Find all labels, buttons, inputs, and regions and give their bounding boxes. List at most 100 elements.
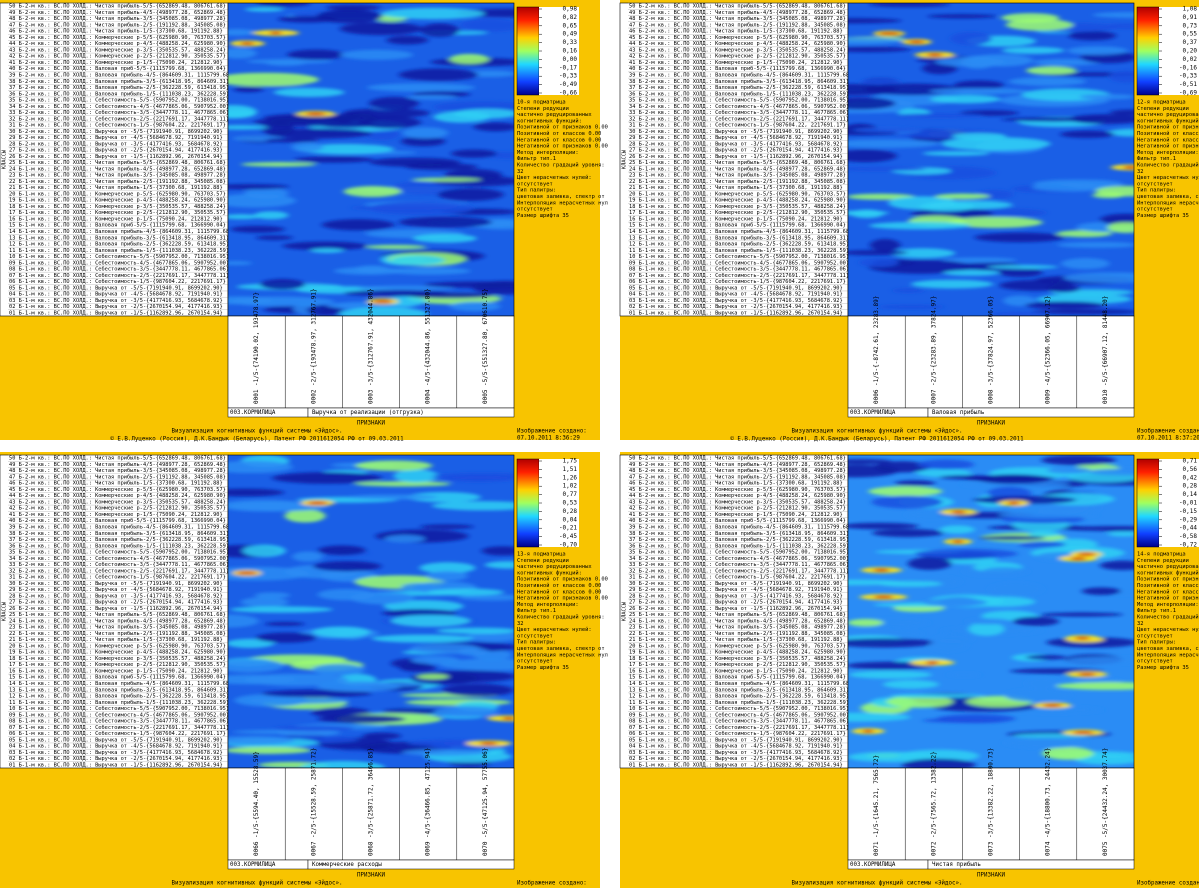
info-line: Фильтр тип.1 [517, 608, 556, 614]
class-label: 15 Б-1-м кв.: ВС.ПО ХОЛД.: Валовая приб-… [9, 222, 226, 229]
class-label: 01 Б-1-м кв.: ВС.ПО ХОЛД.: Выручка от -1… [629, 762, 843, 768]
class-label: 47 Б-2-м кв.: ВС.ПО ХОЛД.: Чистая прибыл… [629, 473, 846, 480]
heatmap-blob [1060, 131, 1114, 138]
heatmap-blob [367, 83, 475, 91]
heatmap-blob [399, 68, 478, 81]
colorbar [1137, 7, 1159, 95]
class-label: 01 Б-1-м кв.: ВС.ПО ХОЛД.: Выручка от -1… [9, 762, 223, 768]
class-label: 44 Б-2-м кв.: ВС.ПО ХОЛД.: Коммерческие … [9, 41, 226, 47]
info-line: Количество градаций уровня: [517, 163, 605, 169]
heatmap-blob [1004, 738, 1087, 748]
feature-label: 0010 -5/5-{66907.12, 81448.20} [1102, 296, 1109, 404]
heatmap-blob [919, 202, 974, 212]
heatmap-blob [344, 290, 449, 296]
class-label: 45 Б-2-м кв.: ВС.ПО ХОЛД.: Коммерческие … [9, 35, 226, 41]
heatmap-blob [908, 557, 952, 570]
info-line: Интерполяция нерасчетных [1137, 200, 1199, 206]
class-label: 39 Б-2-м кв.: ВС.ПО ХОЛД.: Валовая прибы… [629, 523, 852, 530]
heatmap-blob [294, 156, 374, 162]
class-label: 17 Б-1-м кв.: ВС.ПО ХОЛД.: Коммерческие … [9, 662, 226, 668]
class-label: 37 Б-2-м кв.: ВС.ПО ХОЛД.: Валовая прибы… [9, 84, 229, 91]
info-line: 32 [1137, 621, 1144, 627]
heatmap-blob [851, 128, 922, 133]
colorbar-label: 1,51 [563, 466, 578, 473]
class-label: 09 Б-1-м кв.: ВС.ПО ХОЛД.: Себестоимость… [629, 259, 849, 266]
heatmap-blob [923, 151, 990, 156]
info-line: Степени редукции [1137, 558, 1189, 564]
info-line: отсутствует [1137, 633, 1173, 639]
heatmap-hot-core [306, 112, 326, 115]
class-label: 49 Б-2-м кв.: ВС.ПО ХОЛД.: Чистая прибыл… [9, 461, 226, 468]
heatmap-blob [253, 117, 351, 126]
colorbar-label: 0,53 [563, 500, 578, 507]
colorbar-label: 0,02 [1183, 56, 1198, 63]
heatmap-blob [988, 265, 1058, 269]
info-line: Цвет нерасчетных нулей: [517, 627, 592, 633]
heatmap-blob [1013, 617, 1059, 626]
info-line: отсутствует [517, 181, 553, 187]
heatmap [796, 2, 1173, 317]
feature-label: 0066 -1/5-{5594.40, 15528.59} [253, 751, 260, 856]
info-line: частично редуцированных [1137, 564, 1199, 570]
heatmap-blob [391, 615, 470, 627]
class-label: 03 Б-1-м кв.: ВС.ПО ХОЛД.: Выручка от -3… [9, 298, 223, 304]
heatmap-blob [355, 481, 451, 486]
colorbar-label: 0,20 [1183, 48, 1198, 55]
heatmap-blob [948, 673, 980, 677]
class-label: 10 Б-1-м кв.: ВС.ПО ХОЛД.: Себестоимость… [9, 253, 229, 260]
heatmap-blob [1006, 19, 1073, 31]
heatmap-hot-core [952, 540, 964, 543]
class-label: 12 Б-1-м кв.: ВС.ПО ХОЛД.: Валовая прибы… [9, 693, 229, 700]
heatmap-blob [961, 475, 1055, 481]
class-label: 11 Б-1-м кв.: ВС.ПО ХОЛД.: Валовая прибы… [629, 699, 849, 706]
info-line: Метод интерполяции: [517, 602, 579, 608]
heatmap-blob [344, 186, 401, 197]
heatmap-blob [460, 19, 522, 32]
info-line: когнитивных функций: [1137, 570, 1199, 576]
heatmap [798, 455, 1170, 771]
class-label: 50 Б-2-м кв.: ВС.ПО ХОЛД.: Чистая прибыл… [629, 455, 846, 462]
class-label: 21 Б-1-м кв.: ВС.ПО ХОЛД.: Чистая прибыл… [9, 184, 223, 191]
heatmap-blob [890, 694, 985, 698]
heatmap-blob [312, 664, 365, 676]
heatmap-blob [246, 698, 349, 704]
class-code: 003.КОРМИЛИЦА [850, 862, 896, 868]
class-label: 45 Б-2-м кв.: ВС.ПО ХОЛД.: Коммерческие … [629, 487, 846, 493]
class-label: 36 Б-2-м кв.: ВС.ПО ХОЛД.: Валовая прибы… [9, 542, 229, 549]
heatmap-blob [401, 583, 436, 591]
created-label: Изображение создано: [1137, 880, 1199, 887]
class-label: 08 Б-1-м кв.: ВС.ПО ХОЛД.: Себестоимость… [9, 718, 229, 725]
info-line: 32 [517, 169, 524, 175]
heatmap-blob [1080, 94, 1136, 99]
class-label: 42 Б-2-м кв.: ВС.ПО ХОЛД.: Коммерческие … [629, 54, 846, 60]
heatmap-blob [914, 549, 1018, 559]
heatmap-blob [1047, 284, 1080, 292]
info-line: отсутствует [1137, 181, 1173, 187]
info-line: 10-я подматрица [517, 100, 566, 106]
feature-label: 0003 -3/5-{312767.91, 432044.86} [368, 288, 375, 404]
class-label: 26 Б-2-м кв.: ВС.ПО ХОЛД.: Выручка от -1… [629, 154, 843, 160]
heatmap-blob [847, 619, 883, 627]
class-label: 47 Б-2-м кв.: ВС.ПО ХОЛД.: Чистая прибыл… [9, 473, 226, 480]
class-label: 10 Б-1-м кв.: ВС.ПО ХОЛД.: Себестоимость… [629, 253, 849, 260]
class-label: 35 Б-2-м кв.: ВС.ПО ХОЛД.: Себестоимость… [629, 97, 849, 104]
y-axis-label: КЛАССЫ [2, 602, 8, 621]
class-label: 22 Б-1-м кв.: ВС.ПО ХОЛД.: Чистая прибыл… [629, 178, 846, 185]
heatmap-blob [224, 747, 311, 754]
class-label: 29 Б-2-м кв.: ВС.ПО ХОЛД.: Выручка от -4… [9, 135, 223, 141]
feature-name: Выручка от реализации (отгрузка) [312, 410, 424, 416]
info-line: Негативной от признаков 0.00 [517, 144, 608, 150]
feature-label: 0001 -1/5-{74190.02, 193478.97} [253, 292, 260, 404]
info-line: цветовая заливка, спектр от [517, 646, 605, 652]
class-label: 21 Б-1-м кв.: ВС.ПО ХОЛД.: Чистая прибыл… [9, 636, 223, 643]
caption: Визуализация когнитивных функций системы… [171, 881, 342, 887]
class-label: 03 Б-1-м кв.: ВС.ПО ХОЛД.: Выручка от -3… [9, 750, 223, 756]
heatmap-blob [868, 486, 942, 496]
heatmap-blob [243, 545, 286, 557]
class-label: 28 Б-2-м кв.: ВС.ПО ХОЛД.: Выручка от -3… [629, 141, 843, 147]
info-line: 13-я подматрица [517, 552, 566, 558]
copyright: © Е.В.Луценко (Россия), Д.К.Бандык (Бела… [110, 437, 404, 443]
colorbar-label: -0,16 [1179, 64, 1197, 71]
class-label: 12 Б-1-м кв.: ВС.ПО ХОЛД.: Валовая прибы… [629, 241, 849, 248]
